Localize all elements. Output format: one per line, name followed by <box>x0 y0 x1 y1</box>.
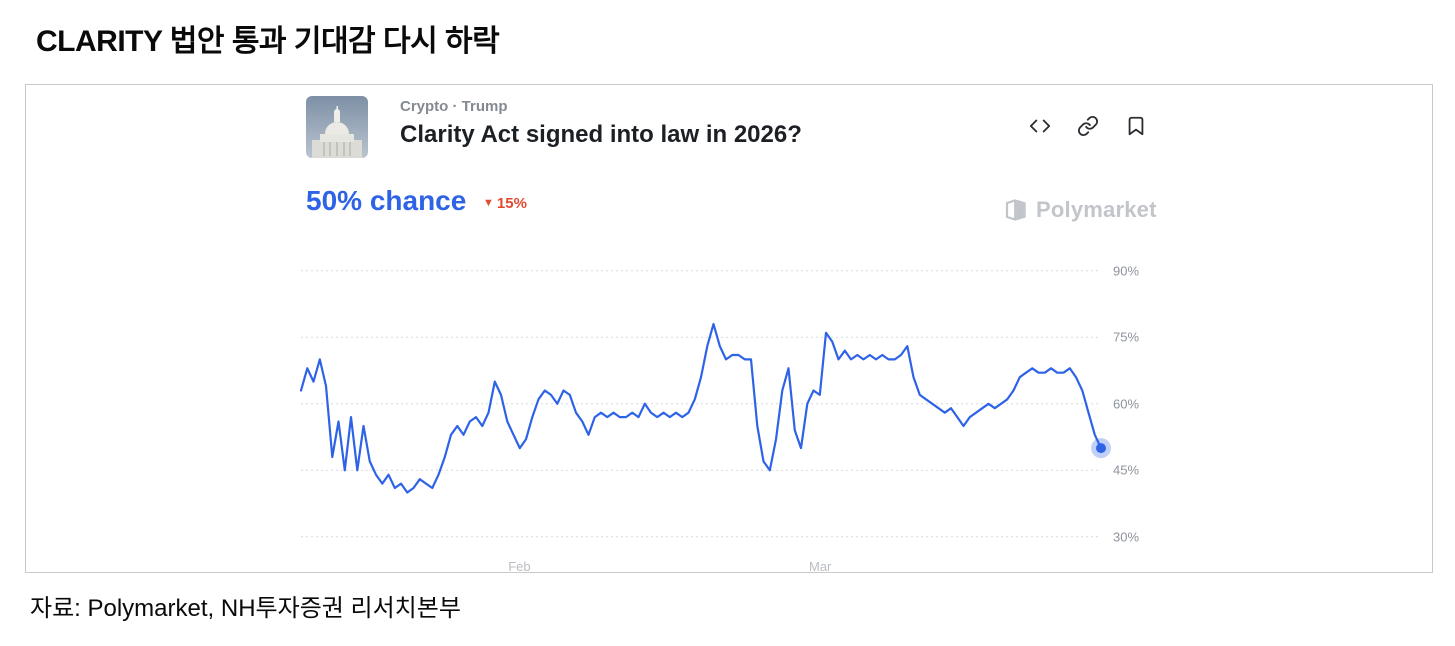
polymarket-logo: Polymarket <box>1004 197 1157 223</box>
market-question: Clarity Act signed into law in 2026? <box>400 121 802 148</box>
y-axis-label: 90% <box>1113 263 1140 279</box>
embed-code-icon[interactable] <box>1029 115 1051 137</box>
chance-value: 50% chance <box>306 185 467 216</box>
widget-actions <box>1029 115 1147 137</box>
x-axis-label: Feb <box>508 559 531 574</box>
y-axis-label: 45% <box>1113 462 1140 478</box>
end-marker-dot <box>1096 443 1106 454</box>
y-axis-label: 75% <box>1113 329 1140 345</box>
change-indicator: ▼ 15% <box>483 195 527 212</box>
y-axis-label: 60% <box>1113 396 1140 412</box>
polymarket-logo-text: Polymarket <box>1036 197 1157 222</box>
market-thumbnail <box>306 96 368 158</box>
link-icon[interactable] <box>1077 115 1099 137</box>
down-arrow-icon: ▼ <box>483 197 494 209</box>
x-axis-label: Mar <box>808 559 832 574</box>
price-line <box>299 322 1103 494</box>
capitol-building-image <box>306 96 368 158</box>
chart-canvas[interactable] <box>299 253 1111 559</box>
page-title: CLARITY 법안 통과 기대감 다시 하락 <box>36 25 500 58</box>
polymarket-logo-icon <box>1005 199 1026 221</box>
y-axis-label: 30% <box>1113 529 1140 545</box>
polymarket-embed-card: Crypto · Trump Clarity Act signed into l… <box>25 84 1433 574</box>
probability-chart[interactable]: 30% 45% 60% 75% 90% Feb Mar <box>299 253 1139 574</box>
bookmark-icon[interactable] <box>1125 115 1147 137</box>
market-category: Crypto · Trump <box>400 98 508 115</box>
change-value: 15% <box>496 195 527 212</box>
source-caption: 자료: Polymarket, NH투자증권 리서치본부 <box>30 595 461 622</box>
